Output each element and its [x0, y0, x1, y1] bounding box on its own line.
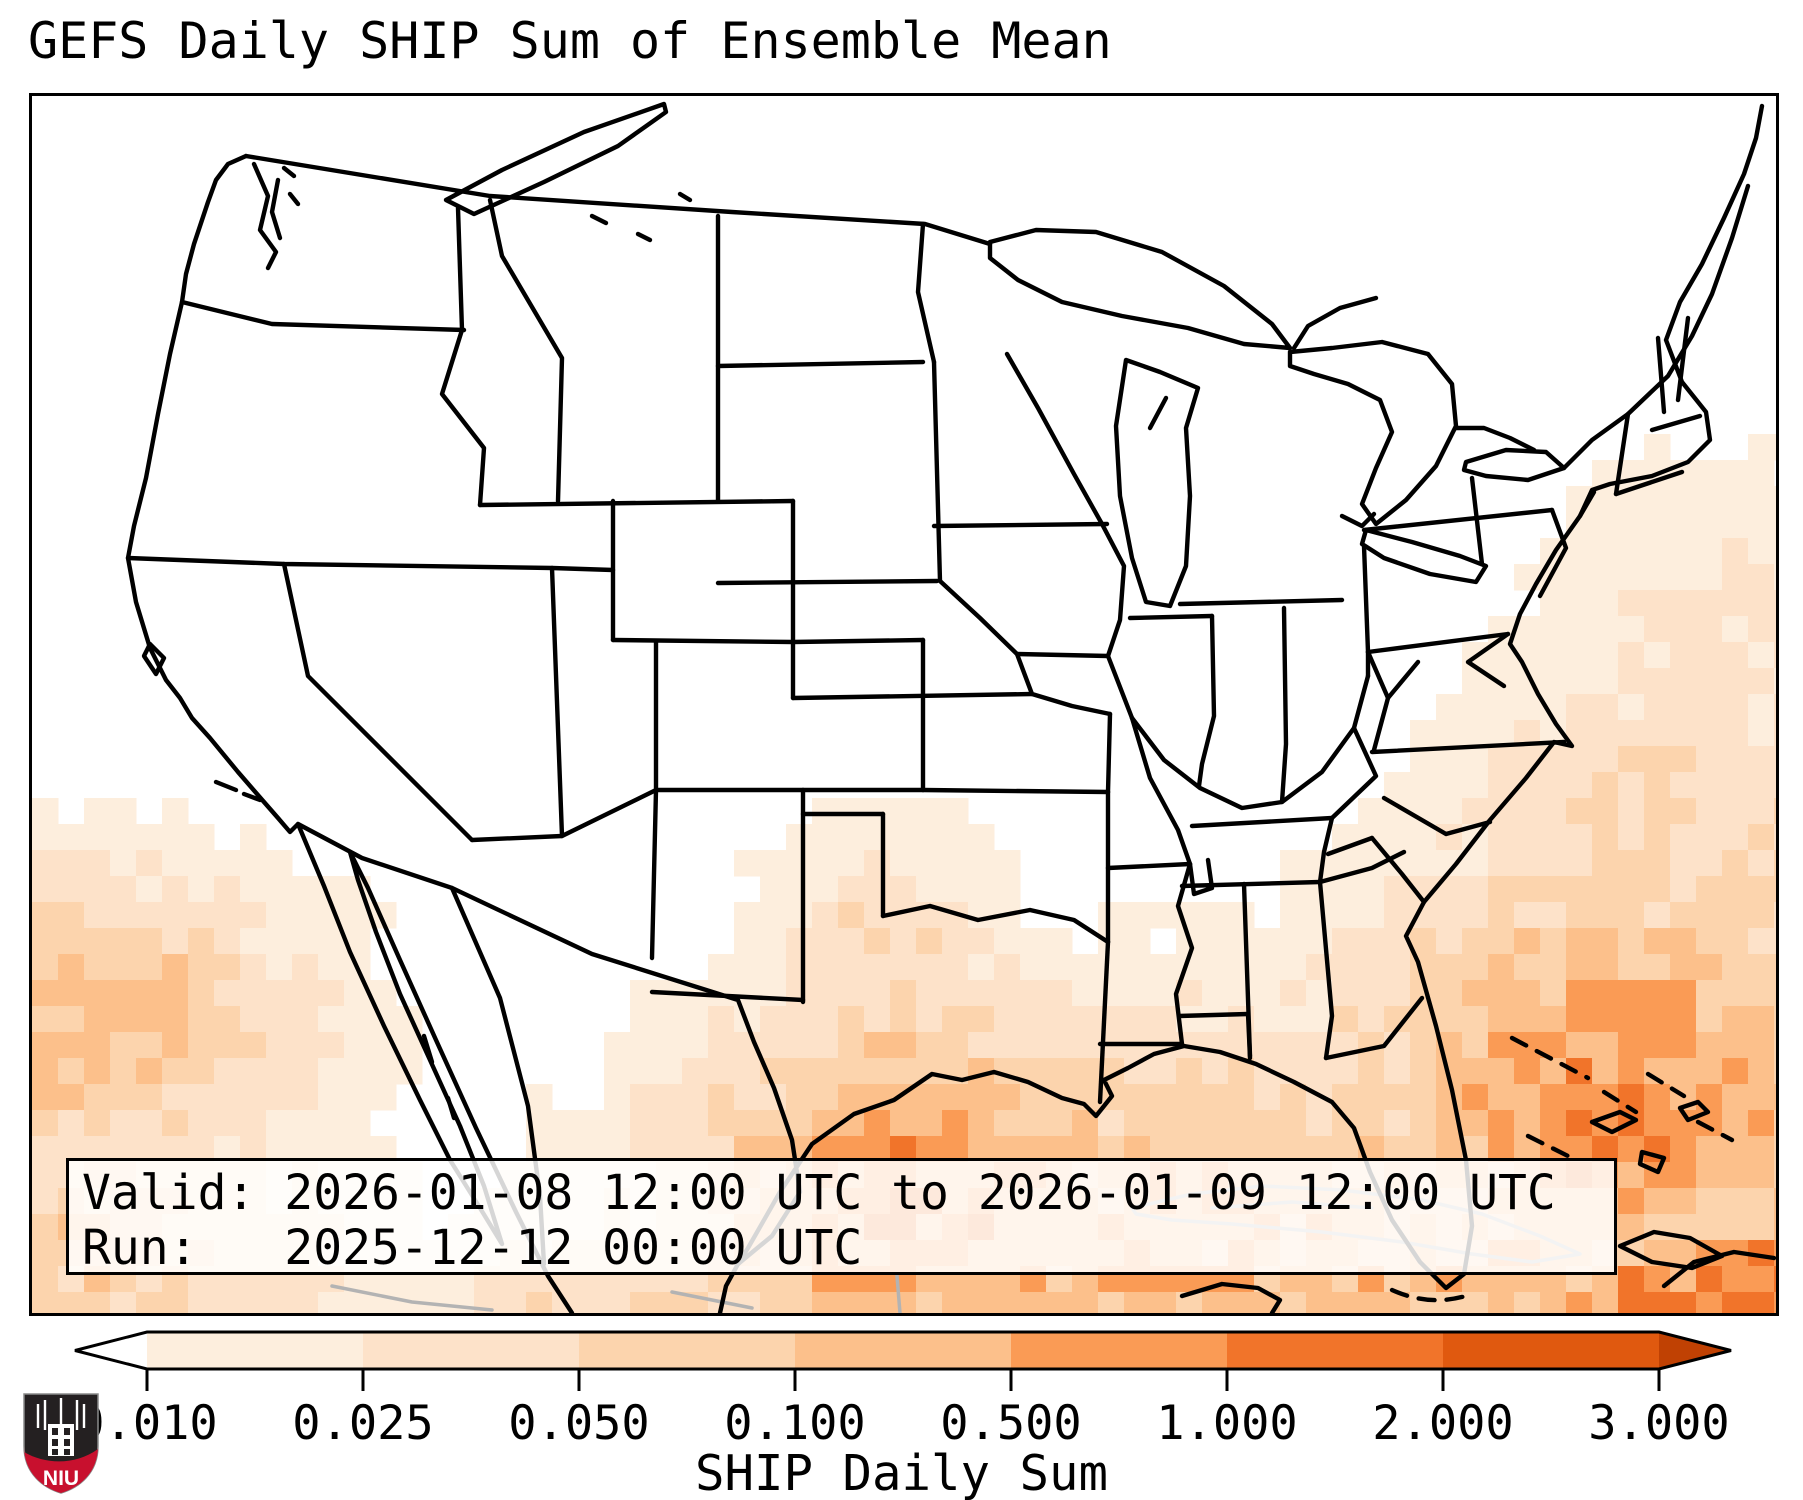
coastlines-and-borders — [125, 101, 1776, 1313]
valid-time-text: Valid: 2026-01-08 12:00 UTC to 2026-01-0… — [82, 1165, 1556, 1221]
colorbar-tick-label: 0.100 — [724, 1396, 865, 1451]
logo-castle — [36, 1398, 86, 1430]
logo-band — [24, 1446, 98, 1493]
colorbar-tick-label: 1.000 — [1156, 1396, 1297, 1451]
colorbar-tick-label: 2.000 — [1372, 1396, 1513, 1451]
colorbar: 0.010 0.025 0.050 0.100 0.500 1.000 2.000 3.000 — [0, 1318, 1803, 1500]
colorbar-tick-label: 0.025 — [292, 1396, 433, 1451]
map-panel: Valid: 2026-01-08 12:00 UTC to 2026-01-0… — [29, 93, 1779, 1316]
niu-logo: NIU — [23, 1393, 99, 1494]
maritime-dashed-borders — [1389, 1035, 1735, 1303]
colorbar-svg: 0.010 0.025 0.050 0.100 0.500 1.000 2.000 3.000 — [74, 1330, 1732, 1451]
info-box: Valid: 2026-01-08 12:00 UTC to 2026-01-0… — [66, 1158, 1617, 1276]
page-title: GEFS Daily SHIP Sum of Ensemble Mean — [28, 12, 1112, 70]
logo-text: NIU — [43, 1467, 79, 1490]
colorbar-tick-label: 3.000 — [1588, 1396, 1729, 1451]
colorbar-tick-label: 0.010 — [76, 1396, 217, 1451]
logo-windows — [52, 1428, 70, 1455]
colorbar-tick-label: 0.500 — [940, 1396, 1081, 1451]
colorbar-tick-label: 0.050 — [508, 1396, 649, 1451]
logo-tower — [48, 1424, 74, 1456]
map-svg — [32, 101, 1776, 1313]
run-time-text: Run: 2025-12-12 00:00 UTC — [82, 1220, 863, 1276]
colorbar-axis-label: SHIP Daily Sum — [694, 1445, 1108, 1500]
